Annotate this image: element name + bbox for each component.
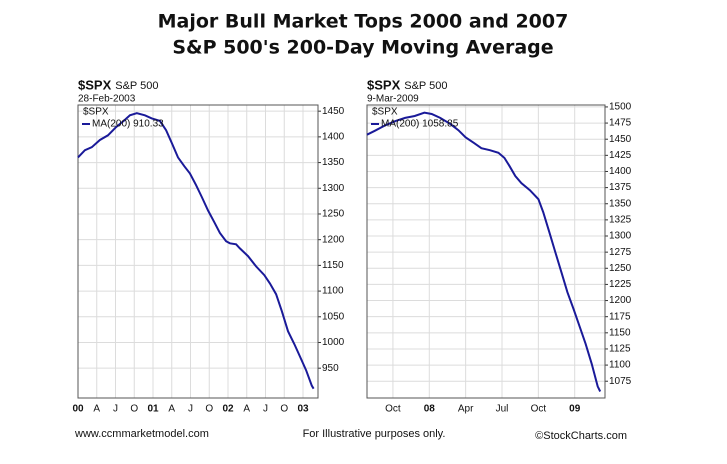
legend-label: MA(200) 1058.85 <box>381 119 459 130</box>
y-tick-label: 1100 <box>609 360 631 371</box>
y-tick-label: 1275 <box>609 247 632 258</box>
symbol-name: S&P 500 <box>115 80 158 92</box>
x-tick-label: 01 <box>147 404 159 415</box>
symbol: $SPX <box>78 77 112 92</box>
y-tick-label: 1150 <box>609 327 631 338</box>
x-tick-label: 08 <box>424 404 436 415</box>
y-tick-label: 1350 <box>609 198 632 209</box>
symbol: $SPX <box>367 77 401 92</box>
y-tick-label: 1050 <box>322 311 345 322</box>
y-tick-label: 1225 <box>609 279 632 290</box>
plot-frame <box>77 104 319 399</box>
y-tick-label: 1400 <box>322 132 345 143</box>
series-line <box>77 112 315 390</box>
y-tick-label: 1200 <box>609 295 632 306</box>
symbol-name: S&P 500 <box>404 80 447 92</box>
chart-date: 9-Mar-2009 <box>367 94 419 105</box>
chart-subtitle: S&P 500's 200-Day Moving Average <box>172 37 553 59</box>
plot-frame <box>366 104 606 399</box>
x-tick-label: O <box>205 404 213 415</box>
y-tick-label: 1450 <box>609 134 632 145</box>
legend-symbol: $SPX <box>83 107 109 118</box>
footer-note: For Illustrative purposes only. <box>303 428 446 440</box>
y-tick-label: 1250 <box>322 209 345 220</box>
chart-title: Major Bull Market Tops 2000 and 2007 <box>158 11 569 33</box>
y-tick-label: 1200 <box>322 234 345 245</box>
y-tick-label: 1100 <box>322 286 344 297</box>
chart-date: 28-Feb-2003 <box>78 94 136 105</box>
legend-symbol: $SPX <box>372 107 398 118</box>
footer-source: www.ccmmarketmodel.com <box>74 428 209 440</box>
x-tick-label: J <box>113 404 118 415</box>
y-tick-label: 1325 <box>609 215 632 226</box>
y-tick-label: 1175 <box>609 311 631 322</box>
y-tick-label: 1250 <box>609 263 632 274</box>
x-tick-label: A <box>243 404 250 415</box>
x-tick-label: A <box>93 404 100 415</box>
y-tick-label: 1375 <box>609 182 632 193</box>
y-tick-label: 1475 <box>609 118 632 129</box>
y-tick-label: 1450 <box>322 106 345 117</box>
x-tick-label: 03 <box>297 404 309 415</box>
x-tick-label: 00 <box>72 404 84 415</box>
x-tick-label: 02 <box>222 404 234 415</box>
y-tick-label: 1425 <box>609 150 632 161</box>
series-line <box>366 111 602 392</box>
y-tick-label: 1125 <box>609 344 631 355</box>
footer-credit: ©StockCharts.com <box>535 430 627 442</box>
x-tick-label: O <box>280 404 288 415</box>
x-tick-label: O <box>130 404 138 415</box>
y-tick-label: 1300 <box>322 183 345 194</box>
y-tick-label: 1150 <box>322 260 344 271</box>
y-tick-label: 950 <box>322 363 339 374</box>
y-tick-label: 1350 <box>322 157 345 168</box>
y-tick-label: 1500 <box>609 102 632 113</box>
x-tick-label: Jul <box>496 404 509 415</box>
legend-label: MA(200) 910.33 <box>92 119 164 130</box>
x-tick-label: Apr <box>458 404 474 415</box>
y-tick-label: 1075 <box>609 376 632 387</box>
y-tick-label: 1300 <box>609 231 632 242</box>
x-tick-label: Oct <box>385 404 401 415</box>
x-tick-label: J <box>188 404 193 415</box>
y-tick-label: 1400 <box>609 166 632 177</box>
x-tick-label: 09 <box>569 404 581 415</box>
y-tick-label: 1000 <box>322 337 345 348</box>
x-tick-label: Oct <box>531 404 547 415</box>
x-tick-label: A <box>168 404 175 415</box>
x-tick-label: J <box>263 404 268 415</box>
